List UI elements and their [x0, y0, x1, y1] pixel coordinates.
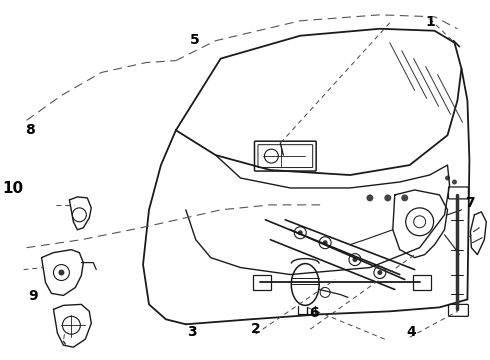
FancyBboxPatch shape	[254, 141, 316, 171]
Circle shape	[445, 176, 450, 180]
Circle shape	[322, 240, 328, 245]
Text: 7: 7	[465, 196, 475, 210]
Circle shape	[265, 149, 278, 163]
Circle shape	[377, 270, 382, 275]
Circle shape	[294, 227, 306, 239]
FancyBboxPatch shape	[258, 145, 313, 167]
Text: 2: 2	[250, 322, 260, 336]
Bar	[413, 275, 431, 291]
Ellipse shape	[291, 264, 319, 305]
Circle shape	[319, 237, 331, 249]
Circle shape	[406, 208, 434, 236]
Circle shape	[58, 270, 64, 275]
Circle shape	[401, 194, 408, 201]
Bar	[253, 275, 271, 291]
Circle shape	[320, 288, 330, 297]
Text: 1: 1	[426, 15, 436, 30]
Text: 8: 8	[25, 123, 35, 137]
FancyBboxPatch shape	[448, 187, 468, 199]
Circle shape	[414, 216, 426, 228]
Text: 10: 10	[2, 181, 23, 197]
Text: 6: 6	[309, 306, 318, 320]
Circle shape	[352, 257, 358, 262]
Text: 4: 4	[406, 325, 416, 339]
Text: 9: 9	[28, 289, 38, 303]
Circle shape	[384, 194, 392, 201]
Circle shape	[452, 180, 457, 184]
Circle shape	[374, 266, 386, 279]
Circle shape	[53, 265, 70, 280]
Circle shape	[73, 208, 86, 222]
Circle shape	[62, 316, 80, 334]
Text: 5: 5	[190, 33, 199, 47]
FancyBboxPatch shape	[448, 305, 468, 316]
Circle shape	[349, 254, 361, 266]
Circle shape	[367, 194, 373, 201]
Text: 3: 3	[187, 325, 196, 339]
Circle shape	[298, 230, 303, 235]
